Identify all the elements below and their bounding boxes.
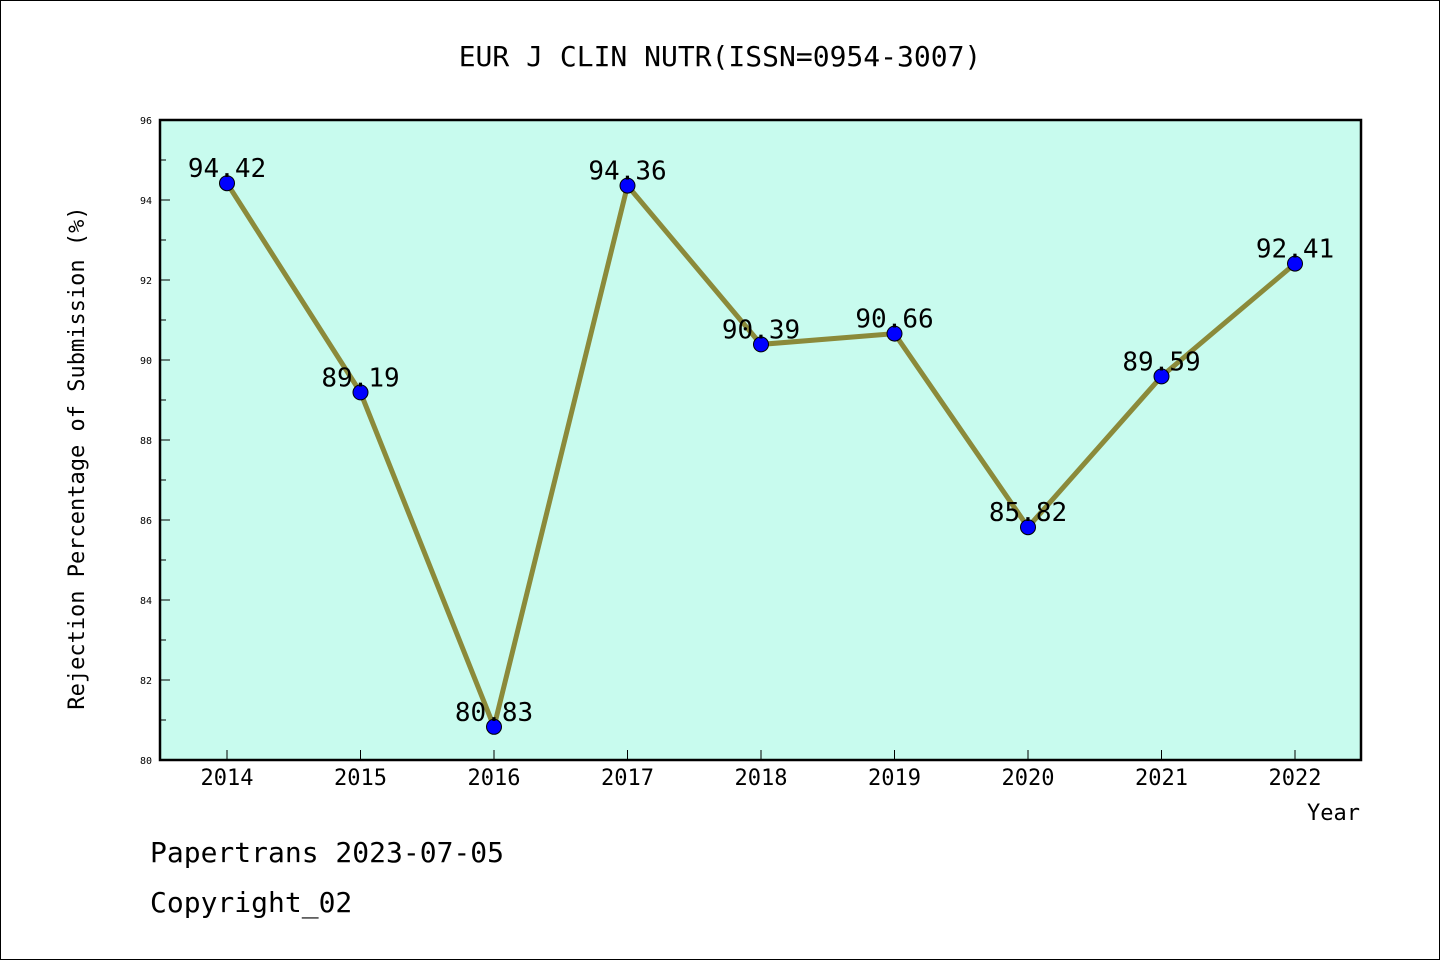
y-tick-label-92: 92 [140,276,152,287]
x-tick-label-2019: 2019 [868,766,921,791]
data-point-2016 [486,718,502,735]
x-tick-label-2016: 2016 [468,766,521,791]
data-label-2019: 90.66 [855,305,933,335]
data-label-2020: 85.82 [989,498,1067,528]
x-tick-label-2014: 2014 [201,766,254,791]
data-label-2018: 90.39 [722,315,800,345]
x-tick-label-2020: 2020 [1002,766,1055,791]
y-tick-label-84: 84 [140,596,152,607]
data-label-2022: 92.41 [1256,235,1334,265]
footer-date-line: Papertrans 2023-07-05 [150,836,505,869]
y-tick-label-94: 94 [140,196,152,207]
x-tick-label-2022: 2022 [1269,766,1322,791]
y-tick-label-86: 86 [140,516,152,527]
data-point-2022 [1287,255,1303,272]
x-tick-label-2015: 2015 [334,766,387,791]
y-tick-label-90: 90 [140,356,152,367]
y-tick-label-82: 82 [140,676,152,687]
y-axis-label: Rejection Percentage of Submission (%) [65,206,90,709]
plot-area [160,120,1361,760]
y-tick-label-80: 80 [140,756,152,767]
x-tick-label-2017: 2017 [601,766,654,791]
data-point-2015 [352,384,369,401]
data-label-2021: 89.59 [1122,347,1200,377]
data-point-2021 [1153,368,1170,385]
data-label-2015: 89.19 [321,363,399,393]
data-point-2017 [619,177,636,194]
y-tick-label-96: 96 [140,116,152,127]
chart-title: EUR J CLIN NUTR(ISSN=0954-3007) [459,40,982,73]
data-label-2017: 94.36 [588,157,666,187]
data-point-2020 [1020,519,1036,536]
x-axis-label: Year [1307,801,1360,826]
footer-copyright-line: Copyright_02 [150,886,353,919]
data-point-2019 [886,325,903,342]
data-label-2016: 80.83 [455,698,533,728]
y-tick-label-88: 88 [140,436,152,447]
data-label-2014: 94.42 [188,154,266,184]
data-point-2014 [219,175,235,192]
data-point-2018 [753,336,769,353]
x-tick-label-2018: 2018 [735,766,788,791]
x-tick-label-2021: 2021 [1135,766,1188,791]
